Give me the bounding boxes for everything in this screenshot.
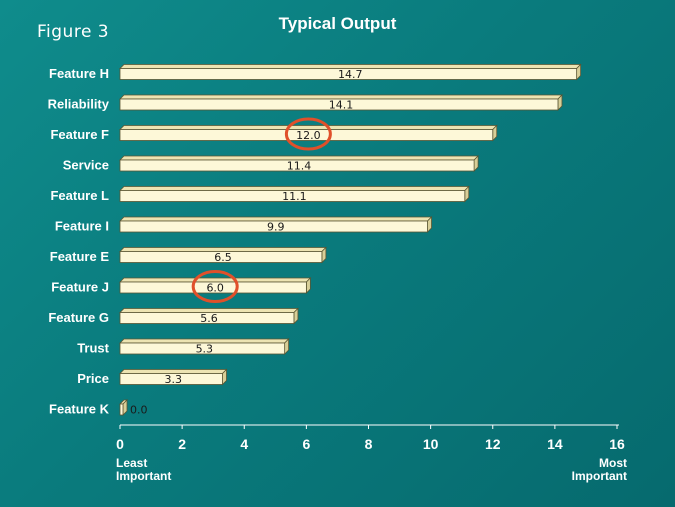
category-label: Feature L — [50, 188, 109, 203]
data-label: 0.0 — [130, 404, 148, 417]
data-label: 12.0 — [296, 129, 321, 142]
data-label: 9.9 — [267, 221, 285, 234]
bar — [119, 159, 475, 172]
bar-group: Feature F 12.0 — [50, 117, 498, 151]
data-label: 6.5 — [214, 251, 232, 264]
chart-title-text: Typical Output — [278, 14, 397, 33]
bar — [119, 373, 223, 385]
data-label: 11.1 — [282, 190, 307, 203]
bar-group: Feature J 6.0 — [51, 270, 312, 303]
x-tick-label: 6 — [302, 436, 310, 452]
bar — [119, 98, 559, 111]
category-label: Feature H — [49, 66, 109, 81]
bar-group: Reliability 14.1 — [48, 94, 563, 112]
bar-group: Feature L 11.1 — [50, 185, 470, 203]
chart-title: Typical Output — [0, 14, 675, 34]
category-label: Feature F — [50, 127, 109, 142]
x-tick-label: 14 — [547, 436, 563, 452]
data-label: 11.4 — [287, 160, 312, 173]
bar — [119, 342, 286, 355]
bar — [119, 312, 295, 324]
bar-group: Feature G 5.6 — [48, 307, 299, 325]
figure-label: Figure 3 — [37, 22, 110, 42]
bar-group: Price 3.3 — [77, 368, 228, 386]
data-label: 3.3 — [165, 373, 183, 386]
bar-group: Feature I 9.9 — [55, 216, 433, 234]
category-label: Feature G — [48, 310, 109, 325]
data-label: 14.7 — [338, 68, 363, 81]
category-label: Feature E — [50, 249, 110, 264]
data-label: 6.0 — [206, 282, 224, 295]
category-label: Feature J — [51, 280, 109, 295]
x-axis-note-most: Most Important — [572, 457, 627, 483]
x-axis-note-least: Least Important — [116, 457, 171, 483]
bar — [119, 68, 578, 80]
x-tick-label: 16 — [609, 436, 625, 452]
x-axis-note-most-line1: Most — [599, 456, 627, 470]
data-label: 5.3 — [196, 343, 214, 356]
category-label: Feature I — [55, 219, 109, 234]
x-axis-note-least-line1: Least — [116, 456, 148, 470]
bar-group: Feature E 6.5 — [50, 246, 327, 264]
bar — [119, 190, 466, 202]
highlight-circle — [284, 117, 332, 151]
x-tick-label: 12 — [485, 436, 501, 452]
x-tick-label: 4 — [240, 436, 248, 452]
x-tick-label: 0 — [116, 436, 124, 452]
bar-group: Service 11.4 — [63, 155, 480, 173]
bar — [119, 281, 307, 294]
bar — [119, 220, 428, 233]
data-label: 5.6 — [200, 312, 218, 325]
category-label: Reliability — [48, 97, 110, 112]
bars-layer: Feature H 14.7 Reliability 14.1 Feature F 12.… — [48, 63, 582, 417]
x-axis-note-most-line2: Important — [571, 469, 627, 483]
category-label: Price — [77, 371, 109, 386]
x-axis-note-least-line2: Important — [116, 469, 172, 483]
category-label: Trust — [77, 341, 109, 356]
data-label: 14.1 — [329, 99, 354, 112]
x-tick-label: 10 — [423, 436, 439, 452]
bar — [119, 403, 124, 416]
bar-group: Feature K 0.0 — [49, 399, 148, 417]
bar-group: Feature H 14.7 — [49, 63, 582, 81]
x-axis: 0 2 4 6 8 10 12 14 16 — [116, 424, 625, 452]
highlight-circle — [191, 270, 239, 303]
x-tick-label: 8 — [365, 436, 373, 452]
bar — [119, 129, 494, 141]
bar — [119, 251, 323, 263]
category-label: Service — [63, 158, 109, 173]
x-tick-label: 2 — [178, 436, 186, 452]
bar-group: Trust 5.3 — [77, 338, 290, 356]
category-label: Feature K — [49, 402, 110, 417]
